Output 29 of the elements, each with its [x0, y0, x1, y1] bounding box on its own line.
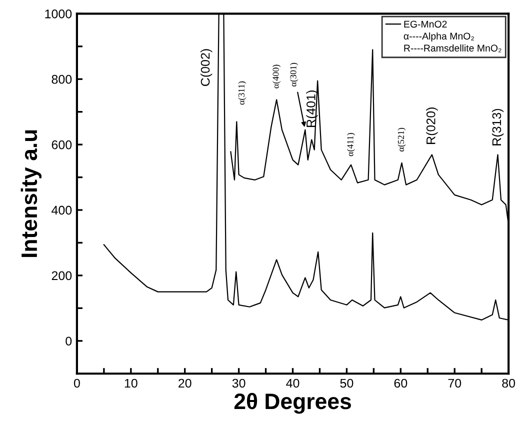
x-tick-label: 0: [74, 378, 80, 388]
annotation: R----Ramsdellite MnO₂: [404, 44, 502, 52]
y-tick-label: 800: [52, 74, 72, 84]
x-tick-label: 50: [340, 378, 354, 388]
y-tick-label: 200: [52, 271, 72, 280]
y-tick-label: 400: [52, 206, 72, 215]
y-tick-label: 600: [52, 140, 72, 150]
annotation: α(411): [346, 132, 356, 156]
x-tick-label: 70: [448, 378, 462, 388]
x-tick-label: 40: [286, 378, 300, 388]
annotation: R(020): [426, 108, 438, 144]
x-tick-label: 60: [394, 378, 408, 388]
x-tick-label: 30: [232, 378, 246, 388]
annotation: C(002): [200, 49, 212, 86]
y-tick-label: 0: [66, 336, 72, 346]
annotation: R(401): [306, 90, 318, 127]
annotation: α(400): [272, 64, 281, 88]
y-axis-title: Intensity a.u: [20, 130, 42, 257]
annotation: α(311): [238, 81, 246, 105]
annotation: R(313): [492, 108, 504, 146]
y-tick-label: 1000: [45, 9, 72, 18]
x-tick-label: 80: [502, 378, 516, 388]
x-tick-label: 10: [124, 378, 138, 388]
annotation: α(521): [398, 128, 406, 152]
legend-label: EG-MnO2: [404, 20, 447, 28]
x-axis-title: 2θ Degrees: [234, 392, 351, 414]
annotation: α(301): [290, 62, 298, 86]
annotation: α----Alpha MnO₂: [404, 32, 474, 42]
x-tick-label: 20: [178, 378, 192, 388]
